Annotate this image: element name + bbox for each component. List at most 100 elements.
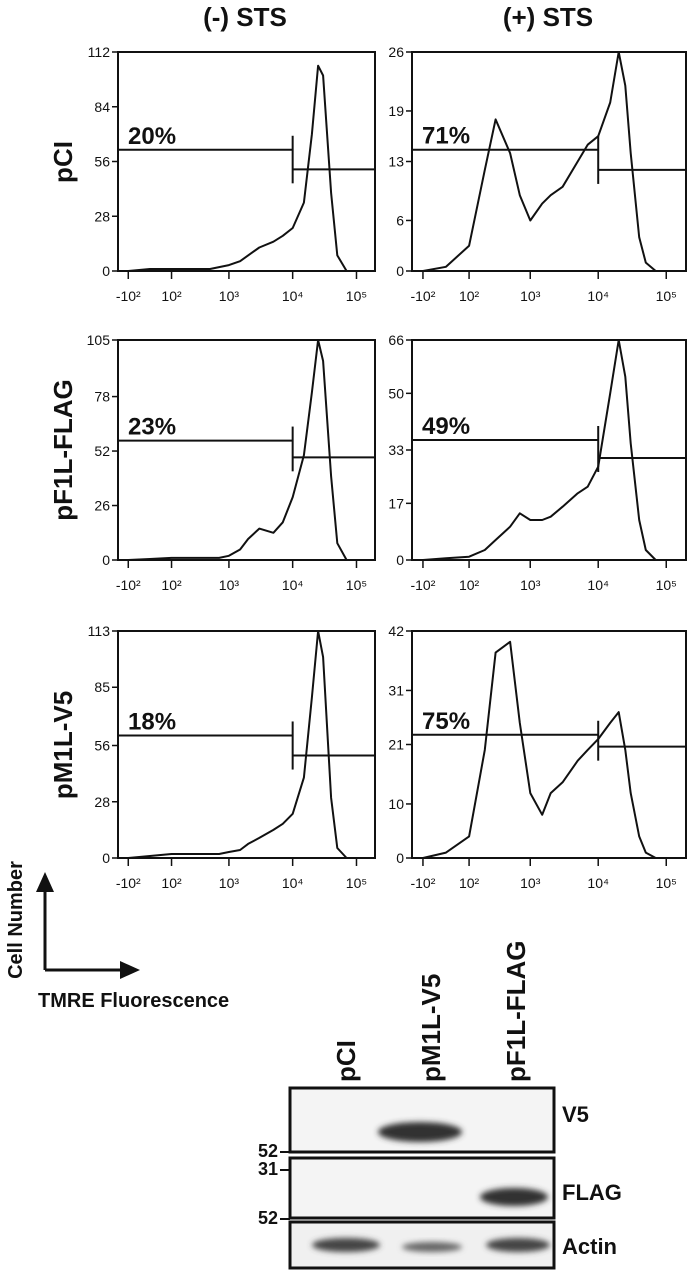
- plot-frame: [411, 339, 687, 561]
- histogram-line: [128, 630, 357, 859]
- row-label: pCI: [48, 141, 78, 183]
- x-tick-label: 10³: [520, 577, 541, 593]
- plot-frame: [411, 51, 687, 272]
- blot-band: [480, 1188, 548, 1206]
- y-tick-label: 21: [388, 737, 404, 753]
- y-tick-label: 113: [88, 623, 111, 639]
- x-tick-label: -10²: [116, 288, 141, 304]
- y-tick-label: 6: [396, 212, 404, 228]
- x-tick-label: 10³: [219, 577, 240, 593]
- y-tick-label: 0: [396, 850, 404, 866]
- y-tick-label: 33: [388, 442, 404, 458]
- y-tick-label: 26: [388, 44, 404, 60]
- y-tick-label: 28: [94, 794, 110, 810]
- gate-percent: 75%: [422, 708, 470, 735]
- x-tick-label: 10³: [520, 288, 541, 304]
- y-tick-label: 26: [94, 498, 110, 514]
- x-tick-label: -10²: [410, 875, 435, 891]
- lane-label: pF1L-FLAG: [501, 940, 531, 1082]
- y-tick-label: 0: [102, 263, 110, 279]
- y-tick-label: 31: [388, 682, 404, 698]
- y-tick-label: 42: [388, 623, 404, 639]
- y-tick-label: 0: [102, 850, 110, 866]
- histogram-line: [422, 640, 667, 859]
- gate-percent: 23%: [128, 414, 176, 441]
- y-tick-label: 78: [94, 389, 110, 405]
- mw-marker: 31: [258, 1159, 278, 1179]
- axis-key-arrowhead: [36, 872, 54, 892]
- row-label: pM1L-V5: [48, 691, 78, 799]
- x-tick-label: 10⁴: [587, 875, 609, 891]
- blot-panel: [288, 1156, 556, 1220]
- blot-band: [312, 1238, 380, 1252]
- axis-key-arrowhead: [120, 961, 140, 979]
- western-blot: pCI pM1L-V5 pF1L-FLAG V5 FLAG Actin 52 3…: [258, 940, 622, 1270]
- blot-row-label: FLAG: [562, 1180, 622, 1205]
- x-tick-label: 10⁴: [587, 577, 609, 593]
- x-tick-label: 10²: [459, 288, 480, 304]
- y-tick-label: 10: [388, 796, 404, 812]
- x-tick-label: 10²: [161, 288, 182, 304]
- lane-label: pCI: [331, 1040, 361, 1082]
- y-tick-label: 28: [94, 208, 110, 224]
- axis-key-x-label: TMRE Fluorescence: [38, 990, 229, 1012]
- histogram-line: [128, 64, 357, 272]
- x-tick-label: 10²: [459, 577, 480, 593]
- gate-percent: 49%: [422, 413, 470, 440]
- y-tick-label: 56: [94, 154, 110, 170]
- y-tick-label: 112: [88, 44, 111, 60]
- x-tick-label: 10⁵: [656, 875, 677, 891]
- x-tick-label: 10⁴: [282, 875, 304, 891]
- histogram-line: [128, 339, 357, 561]
- x-tick-label: 10⁴: [282, 288, 304, 304]
- y-tick-label: 66: [388, 332, 404, 348]
- x-tick-label: 10⁴: [282, 577, 304, 593]
- x-tick-label: 10⁵: [346, 288, 367, 304]
- x-tick-label: 10³: [219, 288, 240, 304]
- blot-row-label: Actin: [562, 1234, 617, 1259]
- blot-panel: [288, 1086, 556, 1154]
- y-tick-label: 0: [396, 552, 404, 568]
- y-tick-label: 50: [388, 385, 404, 401]
- blot-band: [486, 1238, 550, 1252]
- x-tick-label: 10⁵: [656, 288, 677, 304]
- gate-percent: 71%: [422, 123, 470, 150]
- mw-marker: 52: [258, 1208, 278, 1228]
- histogram-line: [422, 51, 667, 272]
- column-title: (+) STS: [503, 2, 593, 32]
- x-tick-label: 10²: [161, 875, 182, 891]
- gate-percent: 20%: [128, 123, 176, 150]
- y-tick-label: 0: [102, 552, 110, 568]
- y-tick-label: 56: [94, 738, 110, 754]
- x-tick-label: 10⁵: [346, 577, 367, 593]
- x-tick-label: 10²: [161, 577, 182, 593]
- x-tick-label: -10²: [116, 577, 141, 593]
- axis-key-y-label: Cell Number: [5, 861, 27, 979]
- x-tick-label: -10²: [410, 577, 435, 593]
- y-tick-label: 85: [94, 679, 110, 695]
- lane-label: pM1L-V5: [416, 974, 446, 1082]
- x-tick-label: 10³: [219, 875, 240, 891]
- y-tick-label: 84: [94, 99, 110, 115]
- y-tick-label: 17: [388, 495, 404, 511]
- y-tick-label: 13: [388, 154, 404, 170]
- x-tick-label: -10²: [116, 875, 141, 891]
- blot-band: [378, 1122, 462, 1142]
- gate-percent: 18%: [128, 708, 176, 735]
- x-tick-label: 10²: [459, 875, 480, 891]
- mw-marker: 52: [258, 1141, 278, 1161]
- row-label: pF1L-FLAG: [48, 379, 78, 521]
- x-tick-label: 10⁵: [346, 875, 367, 891]
- x-tick-label: 10⁵: [656, 577, 677, 593]
- y-tick-label: 0: [396, 263, 404, 279]
- y-tick-label: 19: [388, 103, 404, 119]
- histogram-line: [422, 339, 667, 561]
- plot-frame: [117, 630, 376, 859]
- y-tick-label: 105: [87, 332, 111, 348]
- blot-row-label: V5: [562, 1102, 589, 1127]
- blot-band: [402, 1242, 462, 1252]
- x-tick-label: 10⁴: [587, 288, 609, 304]
- x-tick-label: 10³: [520, 875, 541, 891]
